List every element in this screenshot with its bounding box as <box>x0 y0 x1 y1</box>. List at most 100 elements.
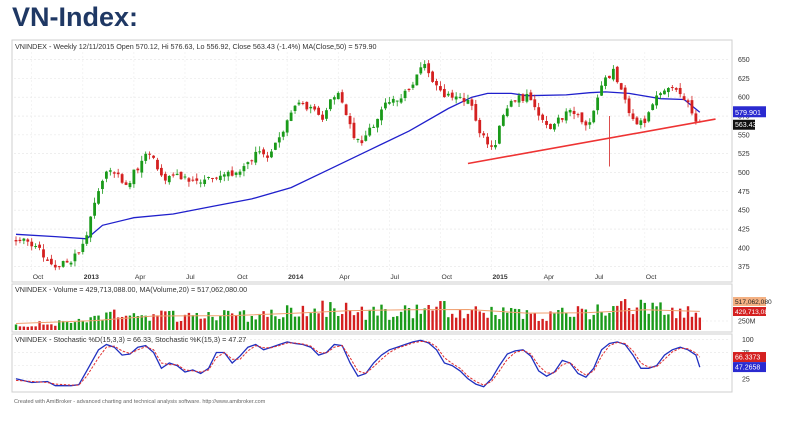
volume-bar <box>384 309 387 330</box>
volume-bar <box>329 302 332 330</box>
candle-body <box>682 96 686 100</box>
candle-body <box>643 118 647 124</box>
volume-bar <box>360 306 364 330</box>
volume-bar <box>521 318 525 330</box>
stochastic-k-line <box>15 339 701 388</box>
candle-body <box>411 84 415 88</box>
candle-body <box>631 113 635 120</box>
volume-bar <box>191 315 195 330</box>
time-x-axis: Oct 2013 Apr Jul Oct 2014 Apr Jul Oct 2015 Apr Jul O… <box>31 52 657 281</box>
volume-bar <box>364 319 367 330</box>
candle-body <box>230 170 234 176</box>
last-close-label: 563.43 <box>735 122 757 129</box>
candle-body <box>619 83 623 90</box>
volume-bar <box>490 306 493 330</box>
candle-body <box>360 140 364 144</box>
candle-body <box>49 258 53 265</box>
candle-body <box>474 104 478 121</box>
candle-body <box>529 92 533 101</box>
price-value-labels: 579.901 563.43 <box>733 106 766 130</box>
stochastic-d-line <box>15 340 701 386</box>
candle-body <box>690 100 694 114</box>
candle-body <box>65 260 69 263</box>
candle-body <box>458 96 462 98</box>
candle-body <box>564 111 568 121</box>
price-y-axis: 375400425450475500525550575600625650 <box>738 57 750 271</box>
candle-body <box>108 170 112 172</box>
candle-body <box>73 253 77 262</box>
candle-body <box>423 64 427 69</box>
volume-bar <box>474 306 478 330</box>
candle-body <box>175 173 179 176</box>
candle-body <box>167 176 171 183</box>
candle-body <box>242 166 246 172</box>
volume-bar <box>407 308 411 330</box>
candle-body <box>266 155 269 158</box>
volume-bar <box>352 315 356 330</box>
volume-bar <box>270 309 273 330</box>
candle-body <box>356 138 360 140</box>
volume-bar <box>600 311 603 330</box>
volume-bar <box>42 324 45 330</box>
candle-body <box>659 93 662 96</box>
candle-body <box>128 183 132 188</box>
volume-bar <box>525 310 529 330</box>
volume-bar <box>671 307 674 330</box>
volume-bar <box>506 312 509 330</box>
candle-body <box>238 171 242 175</box>
volume-bar <box>509 307 513 330</box>
candle-body <box>431 71 434 82</box>
volume-bar <box>238 311 242 330</box>
volume-bar <box>498 319 501 330</box>
volume-bar <box>549 311 552 330</box>
time-tick-label: 2015 <box>493 274 508 281</box>
volume-bar <box>486 317 489 330</box>
candle-body <box>234 172 238 175</box>
volume-bar <box>136 315 140 330</box>
price-tick-label: 425 <box>738 227 750 234</box>
candle-body <box>572 110 576 115</box>
footer-credit: Created with AmiBroker - advanced charti… <box>14 399 266 405</box>
candle-body <box>101 180 104 190</box>
candle-body <box>332 97 336 100</box>
candle-body <box>53 264 57 268</box>
candle-body <box>655 95 658 106</box>
candle-body <box>384 102 387 109</box>
candle-body <box>61 261 65 267</box>
volume-bar <box>128 315 132 330</box>
volume-bar <box>168 311 171 330</box>
volume-bar <box>219 315 222 330</box>
volume-bar <box>309 313 312 330</box>
volume-bar <box>69 322 73 330</box>
time-tick-label: Oct <box>646 274 657 281</box>
volume-chart-header: VNINDEX - Volume = 429,713,088.00, MA(Vo… <box>15 285 247 294</box>
volume-bar <box>274 316 277 330</box>
volume-bar <box>34 326 37 330</box>
volume-bar <box>22 326 26 330</box>
volume-bar <box>502 307 505 330</box>
price-tick-label: 550 <box>738 132 750 139</box>
candle-body <box>462 98 466 103</box>
volume-bar <box>423 308 426 330</box>
volume-bar <box>266 316 269 330</box>
volume-bar <box>313 308 316 330</box>
volume-bar <box>317 313 320 330</box>
candle-body <box>38 244 41 248</box>
volume-bar <box>376 315 379 330</box>
candle-body <box>179 171 183 180</box>
candle-body <box>297 102 301 105</box>
candle-body <box>18 239 22 242</box>
price-tick-label: 625 <box>738 76 750 83</box>
time-tick-label: Apr <box>135 274 146 281</box>
ma50-series <box>15 91 701 240</box>
candle-body <box>490 145 493 147</box>
volume-bar <box>262 311 265 330</box>
volume-bar <box>572 316 576 330</box>
volume-bar <box>289 307 293 330</box>
volume-bar <box>152 314 155 330</box>
volume-bar <box>584 309 588 330</box>
candle-body <box>647 112 651 122</box>
candle-body <box>533 99 537 108</box>
volume-bar <box>623 299 627 330</box>
price-tick-label: 475 <box>738 189 750 196</box>
